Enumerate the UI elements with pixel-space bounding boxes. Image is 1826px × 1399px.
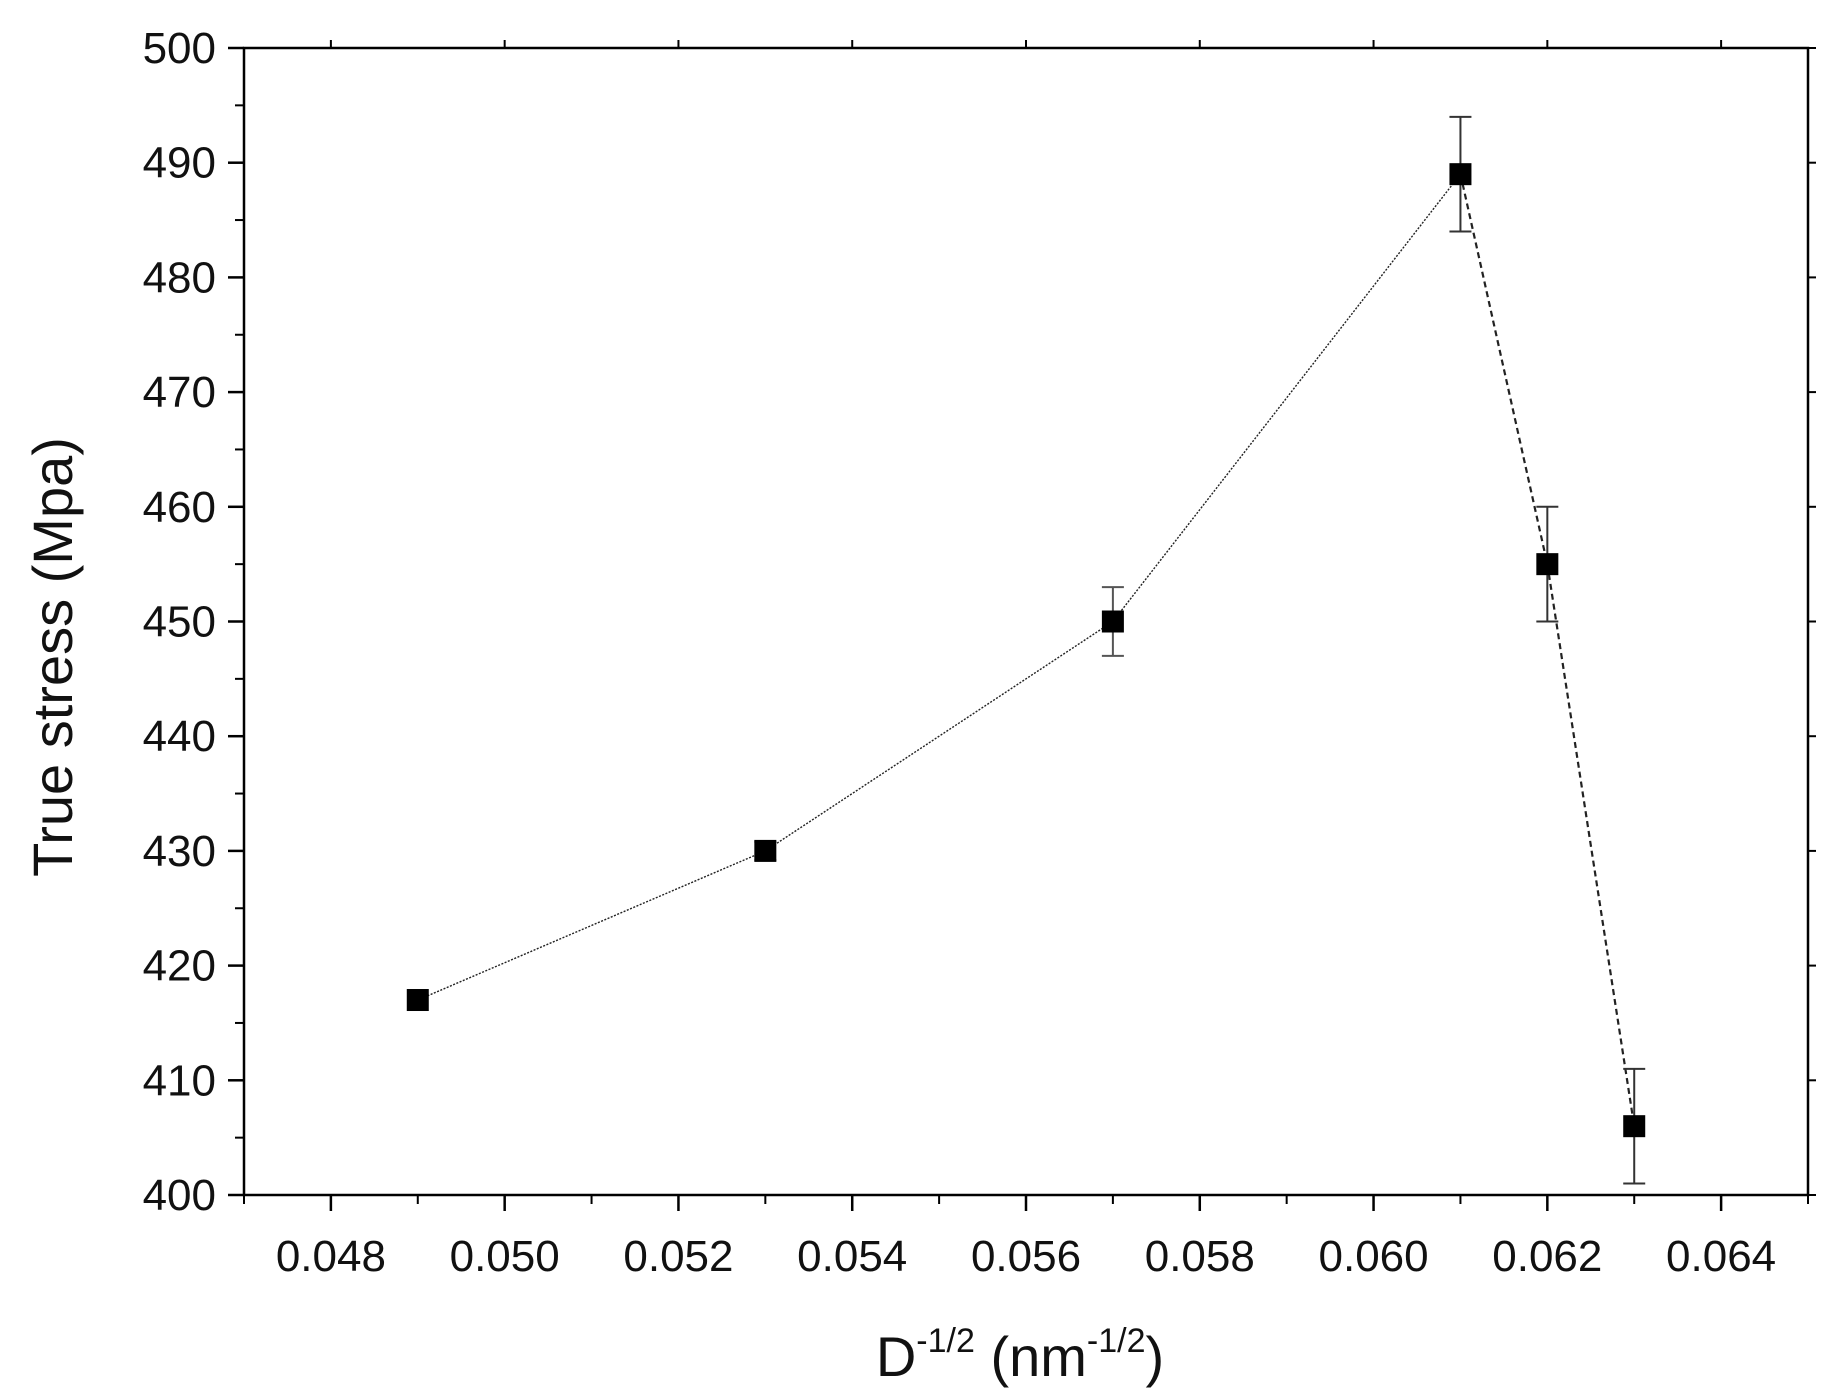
y-tick-label: 460 [143, 483, 216, 532]
data-point-marker [1101, 610, 1124, 633]
x-tick-label: 0.048 [276, 1232, 386, 1281]
y-axis-title: True stress (Mpa) [21, 437, 84, 877]
x-tick-label: 0.062 [1492, 1232, 1602, 1281]
x-tick-label: 0.064 [1666, 1232, 1776, 1281]
y-tick-label: 420 [143, 942, 216, 991]
x-tick-label: 0.052 [623, 1232, 733, 1281]
y-tick-label: 430 [143, 827, 216, 876]
y-tick-label: 450 [143, 598, 216, 647]
plot-frame [242, 46, 1810, 1197]
series-line-segment [764, 620, 1114, 852]
series-line-segment [1459, 173, 1549, 565]
y-tick-label: 480 [143, 253, 216, 302]
x-tick-label: 0.054 [797, 1232, 907, 1281]
x-axis-title-unit-exponent: -1/2 [1087, 1322, 1146, 1360]
data-point-marker [1623, 1115, 1646, 1138]
x-tick-label: 0.050 [450, 1232, 560, 1281]
data-point-marker [1449, 163, 1472, 186]
y-tick-label: 470 [143, 368, 216, 417]
x-axis-title-unit-open: (nm [975, 1325, 1087, 1388]
y-tick-label: 400 [143, 1171, 216, 1220]
x-tick-label: 0.058 [1145, 1232, 1255, 1281]
x-axis-title-base: D [876, 1325, 916, 1388]
y-tick-label: 500 [143, 24, 216, 73]
y-tick-label: 440 [143, 712, 216, 761]
series-line-segment [1546, 563, 1636, 1127]
data-point-marker [754, 839, 777, 862]
x-axis-title: D-1/2 (nm-1/2) [876, 1322, 1164, 1388]
data-point-marker [406, 989, 429, 1012]
series-line-segment [417, 850, 766, 1001]
x-tick-label: 0.056 [971, 1232, 1081, 1281]
y-tick-label: 410 [143, 1056, 216, 1105]
data-point-marker [1536, 553, 1559, 576]
x-axis-title-base-exponent: -1/2 [916, 1322, 975, 1360]
series-line-segment [1112, 173, 1461, 622]
x-axis-title-unit-close: ) [1145, 1325, 1164, 1388]
y-tick-label: 490 [143, 139, 216, 188]
x-tick-label: 0.060 [1319, 1232, 1429, 1281]
